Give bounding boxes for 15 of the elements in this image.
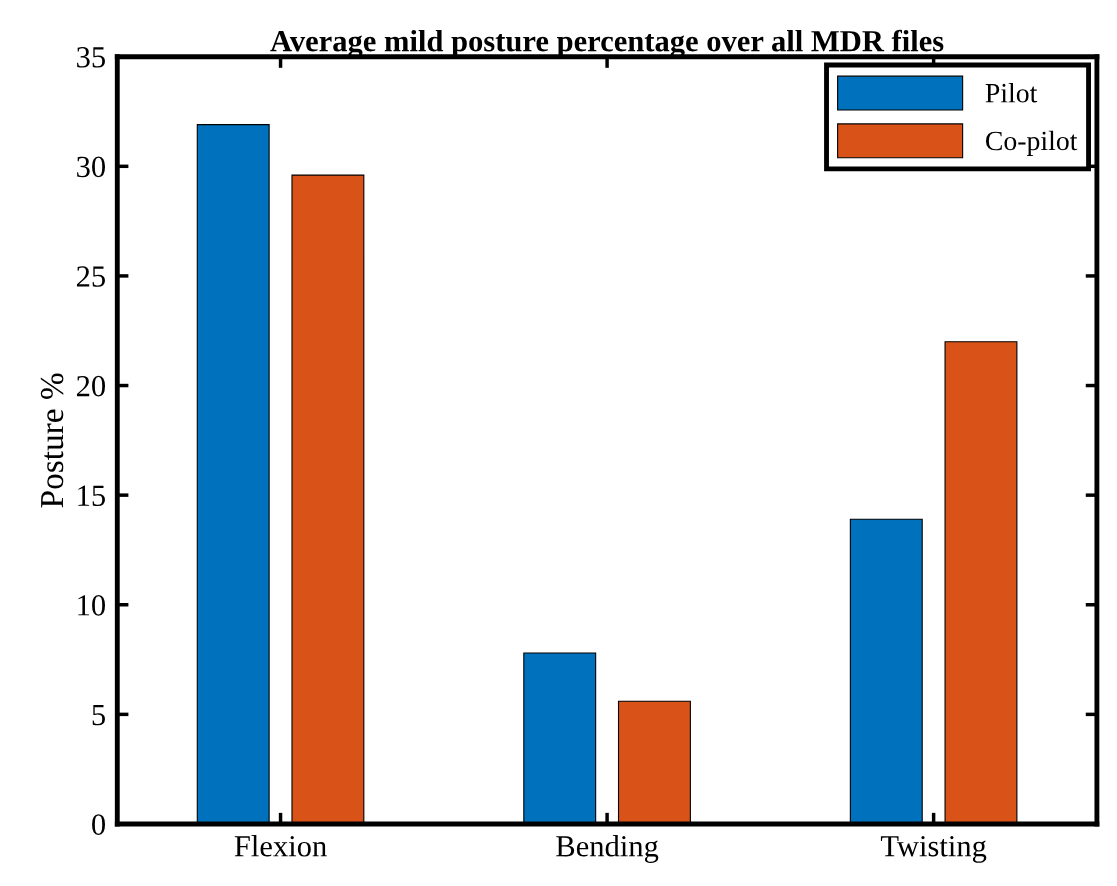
y-tick-label: 35: [77, 47, 105, 68]
y-tick-label: 0: [92, 814, 106, 835]
y-tick-label: 20: [76, 375, 106, 397]
x-tick-label: Twisting: [880, 835, 987, 863]
y-tick-label: 15: [78, 485, 105, 507]
legend-label: Pilot: [985, 82, 1038, 103]
y-tick-label: 5: [92, 704, 105, 726]
chart-title: Average mild posture percentage over all MDR files: [270, 29, 944, 58]
y-axis-title: Posture %: [40, 373, 64, 508]
x-tick-label: Bending: [556, 835, 659, 863]
y-tick-label: 30: [77, 156, 106, 178]
legend-label: Co-pilot: [986, 130, 1078, 156]
x-tick-label: Flexion: [234, 835, 327, 857]
y-tick-label: 10: [78, 595, 106, 616]
y-tick-label: 25: [76, 266, 105, 287]
